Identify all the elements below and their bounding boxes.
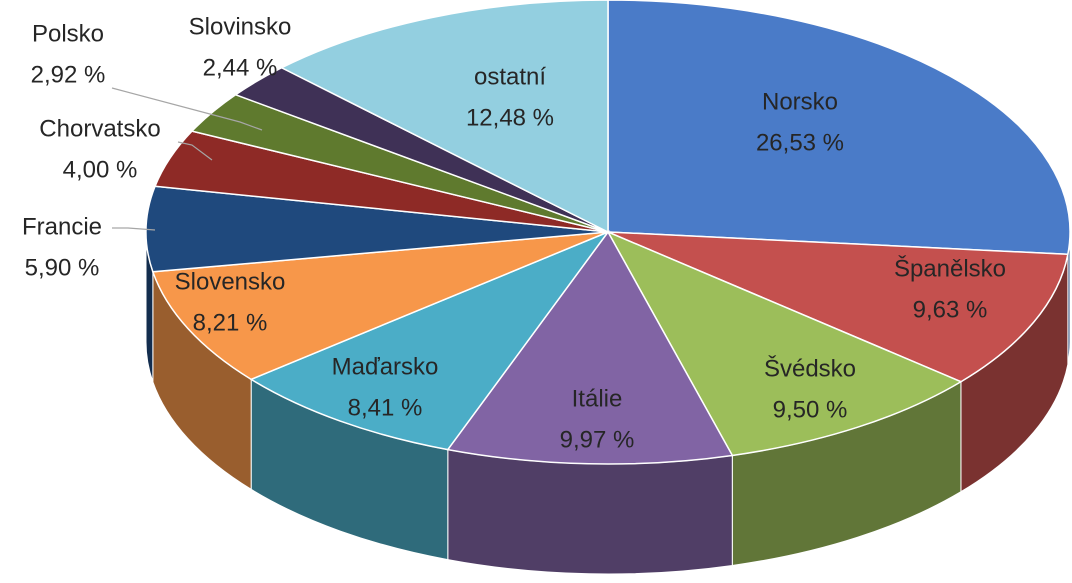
slice-label: Norsko bbox=[762, 88, 838, 115]
slice-label: Polsko bbox=[32, 20, 104, 47]
value-label: 8,21 % bbox=[193, 309, 268, 336]
value-label: 5,90 % bbox=[25, 254, 100, 281]
leader-line bbox=[111, 87, 263, 131]
slice-label: Chorvatsko bbox=[39, 115, 160, 142]
value-label: 26,53 % bbox=[756, 129, 844, 156]
slice bbox=[280, 0, 609, 234]
slice-label: Maďarsko bbox=[332, 353, 439, 380]
leaders bbox=[111, 87, 263, 231]
slice bbox=[446, 230, 734, 465]
slice-label: Švédsko bbox=[764, 354, 856, 382]
slice bbox=[249, 230, 611, 451]
value-label: 9,50 % bbox=[773, 396, 848, 423]
slice-label: Francie bbox=[22, 213, 102, 240]
slice-label: Slovensko bbox=[175, 268, 286, 295]
slice-label: ostatní bbox=[474, 63, 546, 90]
leader-line bbox=[112, 227, 156, 231]
pie-top bbox=[145, 0, 1071, 465]
value-label: 9,97 % bbox=[560, 426, 635, 453]
slice bbox=[607, 0, 1071, 256]
value-label: 4,00 % bbox=[63, 156, 138, 183]
slice-label: Itálie bbox=[572, 385, 623, 412]
value-label: 8,41 % bbox=[348, 394, 423, 421]
slice-label: Španělsko bbox=[894, 254, 1006, 282]
slice bbox=[151, 231, 609, 381]
value-label: 12,48 % bbox=[466, 104, 554, 131]
slice-side bbox=[447, 449, 733, 575]
slice bbox=[606, 230, 963, 457]
leader-line bbox=[177, 141, 213, 161]
slice bbox=[607, 231, 1069, 383]
value-label: 2,44 % bbox=[203, 54, 278, 81]
value-label: 9,63 % bbox=[913, 296, 988, 323]
slice-label: Slovinsko bbox=[189, 13, 292, 40]
value-label: 2,92 % bbox=[31, 61, 106, 88]
